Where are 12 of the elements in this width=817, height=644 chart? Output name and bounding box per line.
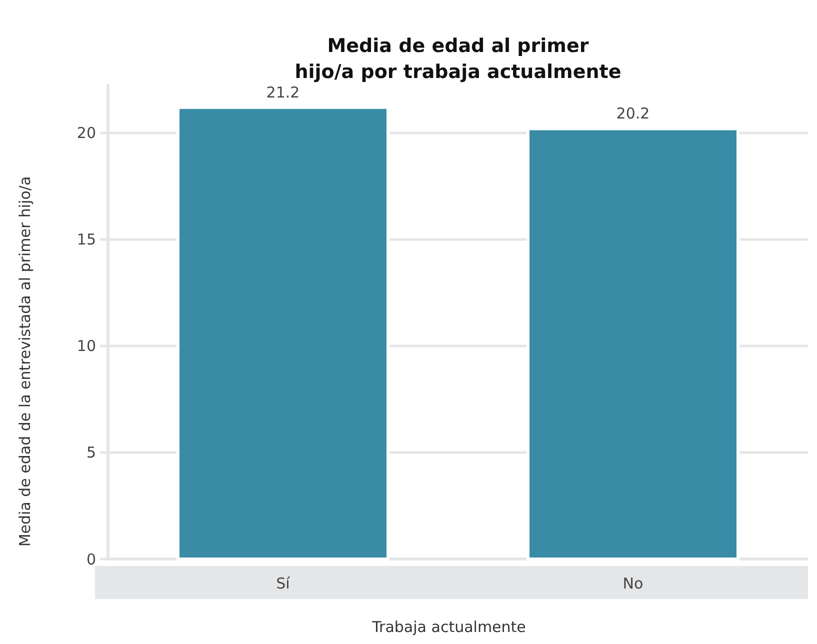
x-axis-title: Trabaja actualmente <box>371 618 526 636</box>
y-tick-label: 5 <box>86 444 96 462</box>
y-tick-label: 15 <box>76 230 96 249</box>
data-label: 21.2 <box>266 83 300 102</box>
x-tick-label: Sí <box>276 574 291 592</box>
chart-title: Media de edad al primer hijo/a por trabaja actualmente <box>294 35 622 83</box>
y-axis-title: Media de edad de la entrevistada al primer hijo/a <box>16 176 34 547</box>
y-tick-label: 0 <box>86 550 96 568</box>
x-tick-label: No <box>622 574 644 592</box>
y-tick-label: 20 <box>76 124 96 142</box>
y-tick-label: 10 <box>76 337 96 356</box>
data-label: 20.2 <box>616 104 650 123</box>
